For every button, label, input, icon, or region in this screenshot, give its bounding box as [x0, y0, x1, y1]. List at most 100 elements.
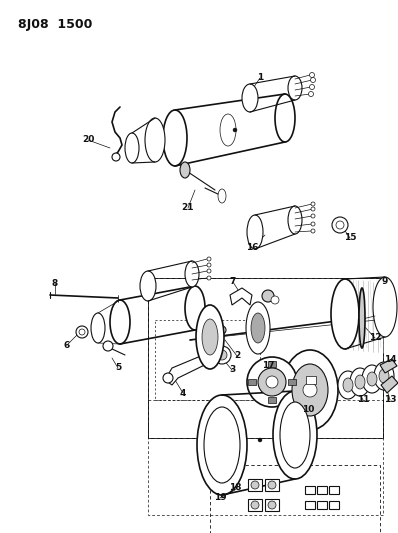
Bar — [265, 479, 279, 491]
Text: 8: 8 — [52, 279, 58, 287]
Circle shape — [79, 329, 85, 335]
Circle shape — [251, 481, 259, 489]
Circle shape — [311, 202, 315, 206]
Circle shape — [311, 207, 315, 211]
Ellipse shape — [145, 118, 165, 162]
Bar — [248, 479, 262, 491]
Ellipse shape — [359, 288, 365, 348]
Ellipse shape — [246, 302, 270, 354]
Circle shape — [258, 438, 262, 442]
Ellipse shape — [273, 391, 317, 479]
Bar — [148, 400, 383, 515]
Ellipse shape — [288, 206, 302, 234]
Ellipse shape — [197, 395, 247, 495]
Ellipse shape — [91, 313, 105, 343]
Bar — [305, 501, 315, 509]
Bar — [268, 361, 276, 367]
Bar — [329, 486, 339, 494]
Ellipse shape — [247, 215, 263, 249]
Circle shape — [112, 153, 120, 161]
Circle shape — [207, 263, 211, 267]
Bar — [305, 486, 315, 494]
Text: 6: 6 — [64, 341, 70, 350]
Circle shape — [258, 368, 286, 396]
Text: 14: 14 — [384, 356, 396, 365]
Bar — [248, 499, 262, 511]
Text: 4: 4 — [180, 389, 186, 398]
Text: 8J08  1500: 8J08 1500 — [18, 18, 92, 31]
Text: 20: 20 — [82, 135, 94, 144]
Bar — [288, 379, 296, 385]
Bar — [317, 501, 327, 509]
Circle shape — [76, 326, 88, 338]
Circle shape — [266, 376, 278, 388]
Text: 1: 1 — [257, 74, 263, 83]
Text: 11: 11 — [357, 395, 369, 405]
Ellipse shape — [180, 162, 190, 178]
Bar — [155, 320, 260, 400]
Polygon shape — [230, 288, 252, 305]
Bar — [306, 376, 316, 384]
Bar — [317, 486, 327, 494]
Ellipse shape — [218, 189, 226, 203]
Ellipse shape — [350, 368, 370, 396]
Ellipse shape — [280, 402, 310, 468]
Ellipse shape — [196, 305, 224, 369]
Text: 3: 3 — [229, 366, 235, 375]
Ellipse shape — [338, 371, 358, 399]
Text: 16: 16 — [246, 244, 258, 253]
Ellipse shape — [367, 372, 377, 386]
Polygon shape — [381, 376, 398, 393]
Circle shape — [207, 269, 211, 273]
Circle shape — [311, 229, 315, 233]
Circle shape — [303, 383, 317, 397]
Ellipse shape — [220, 114, 236, 146]
Ellipse shape — [185, 286, 205, 330]
Ellipse shape — [185, 261, 199, 287]
Ellipse shape — [379, 369, 389, 383]
Ellipse shape — [355, 375, 365, 389]
Circle shape — [207, 257, 211, 261]
Circle shape — [310, 77, 316, 83]
Text: 7: 7 — [230, 278, 236, 287]
Circle shape — [311, 222, 315, 226]
Polygon shape — [380, 359, 397, 373]
Ellipse shape — [204, 407, 240, 483]
Text: 18: 18 — [229, 483, 241, 492]
Text: 21: 21 — [182, 204, 194, 213]
Polygon shape — [165, 348, 225, 385]
Circle shape — [311, 214, 315, 218]
Circle shape — [233, 128, 237, 132]
Bar — [265, 499, 279, 511]
Circle shape — [310, 85, 314, 90]
Ellipse shape — [275, 94, 295, 142]
Circle shape — [271, 296, 279, 304]
Ellipse shape — [373, 277, 397, 337]
Circle shape — [163, 373, 173, 383]
Text: 12: 12 — [369, 334, 381, 343]
Text: 5: 5 — [115, 364, 121, 373]
Ellipse shape — [331, 279, 359, 349]
Circle shape — [217, 350, 227, 360]
Circle shape — [218, 326, 226, 334]
Circle shape — [247, 357, 297, 407]
Ellipse shape — [202, 319, 218, 355]
Bar — [329, 501, 339, 509]
Circle shape — [251, 501, 259, 509]
Ellipse shape — [110, 300, 130, 344]
Bar — [148, 278, 383, 438]
Circle shape — [207, 276, 211, 280]
Text: 9: 9 — [382, 278, 388, 287]
Ellipse shape — [163, 110, 187, 166]
Circle shape — [213, 346, 231, 364]
Circle shape — [308, 92, 314, 96]
Circle shape — [310, 72, 314, 77]
Ellipse shape — [343, 378, 353, 392]
Text: 2: 2 — [234, 351, 240, 360]
Ellipse shape — [125, 133, 139, 163]
Text: 13: 13 — [384, 395, 396, 405]
Bar — [268, 397, 276, 403]
Circle shape — [268, 481, 276, 489]
Circle shape — [332, 217, 348, 233]
Ellipse shape — [242, 84, 258, 112]
